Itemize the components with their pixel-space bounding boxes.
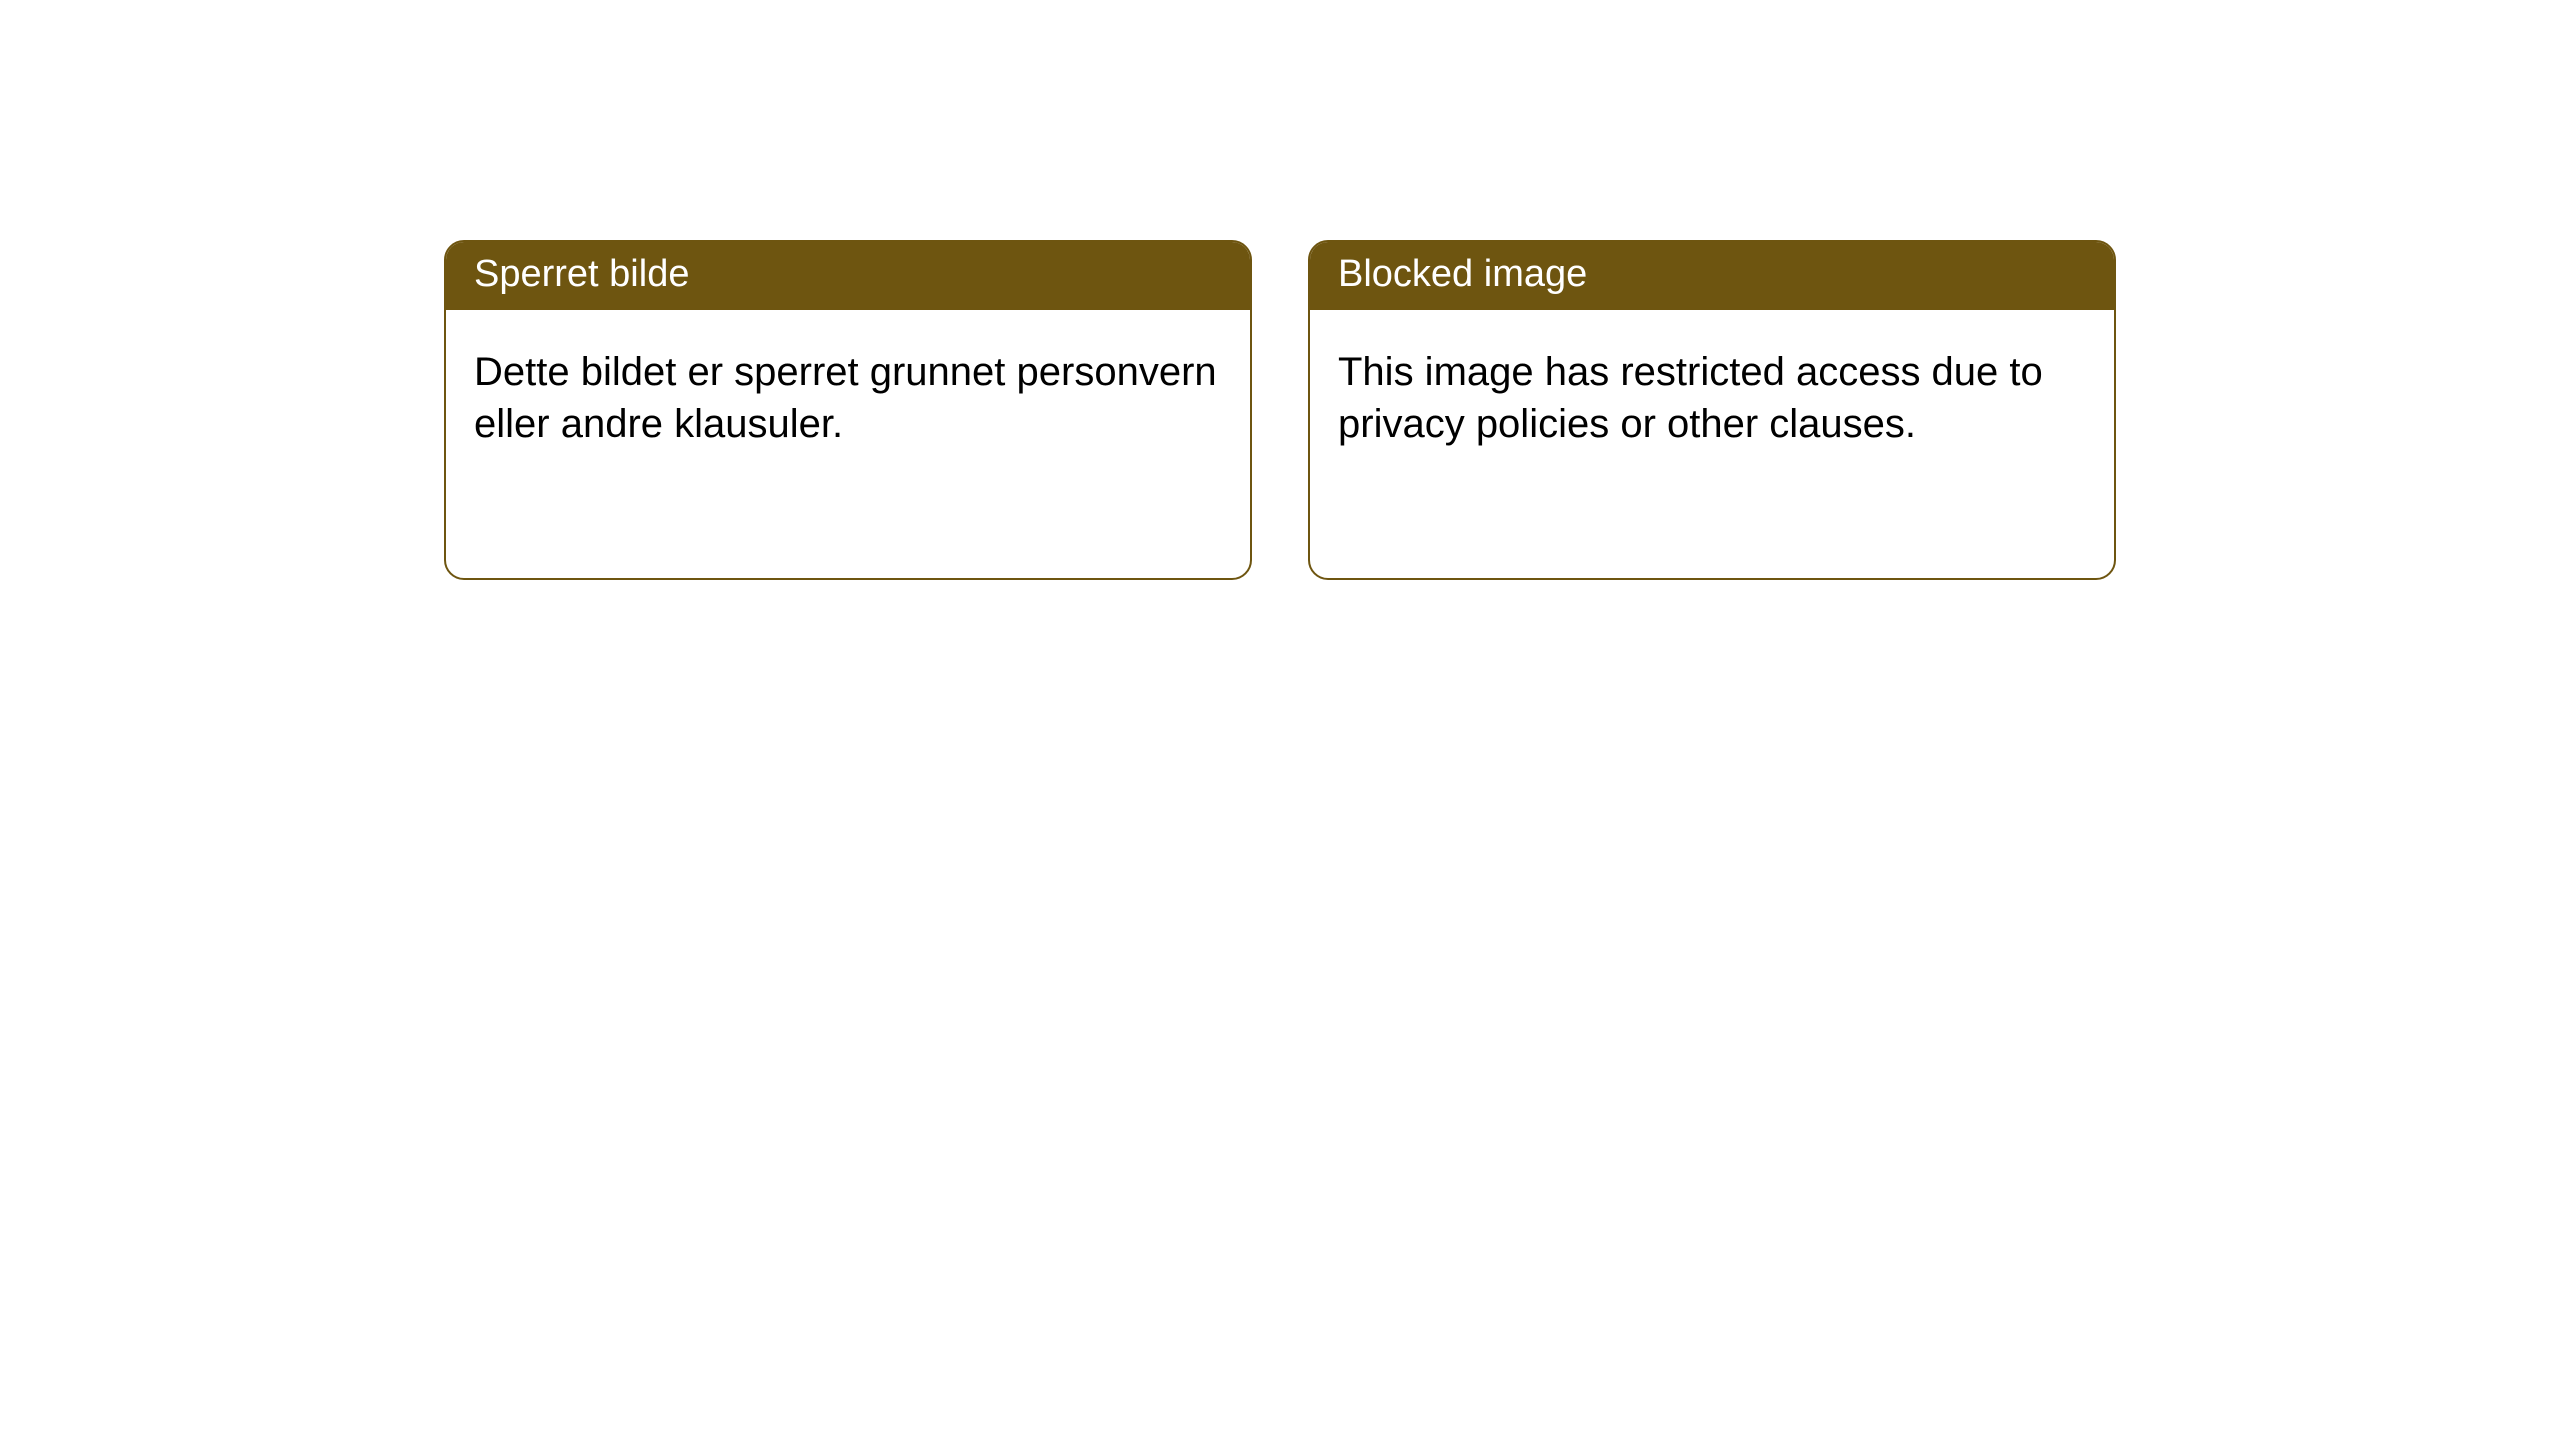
card-header-no: Sperret bilde — [446, 242, 1250, 310]
card-header-en: Blocked image — [1310, 242, 2114, 310]
card-body-no: Dette bildet er sperret grunnet personve… — [446, 310, 1250, 480]
cards-container: Sperret bilde Dette bildet er sperret gr… — [0, 0, 2560, 580]
blocked-image-card-en: Blocked image This image has restricted … — [1308, 240, 2116, 580]
blocked-image-card-no: Sperret bilde Dette bildet er sperret gr… — [444, 240, 1252, 580]
card-body-en: This image has restricted access due to … — [1310, 310, 2114, 480]
